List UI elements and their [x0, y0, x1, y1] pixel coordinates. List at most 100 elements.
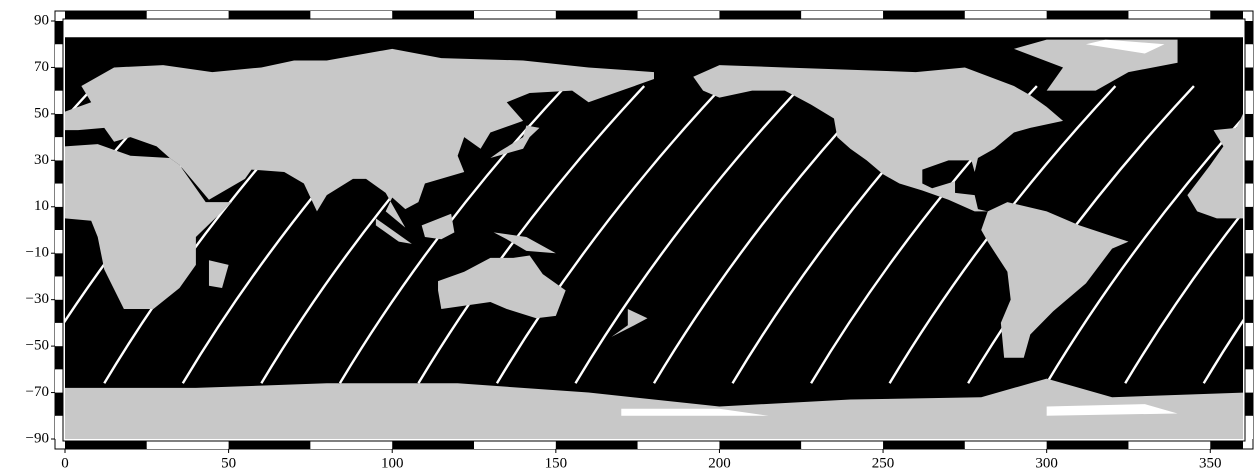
land: [1013, 39, 1178, 91]
land: [208, 260, 229, 289]
frame-checker: [1046, 11, 1129, 19]
frame-checker: [1245, 322, 1253, 347]
frame-checker: [1128, 441, 1211, 449]
frame-checker: [1210, 11, 1243, 19]
land: [981, 202, 1129, 358]
frame-checker: [1245, 392, 1253, 416]
frame-checker: [964, 441, 1047, 449]
land: [421, 213, 455, 240]
ice: [1085, 39, 1165, 54]
frame-checker: [65, 11, 147, 19]
x-tick-label: 100: [381, 455, 404, 471]
x-tick-label: 200: [708, 455, 731, 471]
frame-checker: [55, 160, 63, 184]
frame-checker: [55, 299, 63, 323]
frame-checker: [55, 253, 63, 277]
x-tick-label: 250: [872, 455, 895, 471]
swath-gap: [1124, 210, 1243, 384]
frame-checker: [55, 113, 63, 138]
frame-checker: [1245, 160, 1253, 184]
x-tick-label: 0: [61, 455, 69, 471]
swath-gap: [1202, 318, 1243, 384]
frame-checker: [55, 90, 63, 114]
y-tick-label: 10: [34, 198, 49, 214]
frame-checker: [1245, 253, 1253, 277]
frame-checker: [392, 11, 475, 19]
frame-checker: [1245, 346, 1253, 370]
frame-checker: [55, 206, 63, 230]
land: [693, 65, 1064, 212]
frame-checker: [474, 441, 556, 449]
frame-checker: [1245, 415, 1253, 439]
frame-checker: [883, 441, 965, 449]
frame-checker: [310, 441, 393, 449]
frame-checker: [719, 441, 802, 449]
land: [65, 48, 654, 228]
frame-checker: [1210, 441, 1243, 449]
frame-checker: [228, 441, 311, 449]
frame-checker: [1046, 441, 1129, 449]
frame-checker: [146, 11, 229, 19]
swath-gap: [0, 86, 16, 383]
frame-checker: [1245, 299, 1253, 323]
frame-checker: [55, 276, 63, 300]
land: [65, 144, 232, 309]
ice-shelf: [621, 408, 769, 416]
frame-checker: [392, 441, 475, 449]
frame-checker: [883, 11, 965, 19]
frame-checker: [1245, 369, 1253, 393]
y-tick-label: 90: [34, 12, 49, 28]
frame-checker: [228, 11, 311, 19]
land: [65, 378, 1243, 439]
frame: 0 50 100 150 200 250 300 350 90 70 50 30 10 −10 −30 −50…: [26, 10, 1254, 471]
frame-checker: [1245, 206, 1253, 230]
land: [1187, 113, 1243, 219]
y-tick-label: −50: [26, 338, 49, 354]
frame-checker: [719, 11, 802, 19]
land: [611, 308, 648, 337]
frame-checker: [1245, 183, 1253, 207]
frame-checker: [55, 346, 63, 370]
land: [493, 232, 556, 254]
ice-shelf: [1046, 404, 1178, 416]
frame-checker: [1245, 90, 1253, 114]
frame-checker: [55, 137, 63, 161]
frame-checker: [55, 392, 63, 416]
swath-gap: [417, 85, 646, 384]
frame-checker: [65, 441, 147, 449]
y-tick-label: 50: [34, 105, 49, 121]
frame-inner: [62, 18, 1246, 442]
frame-checker: [146, 441, 229, 449]
frame-checker: [801, 11, 884, 19]
frame-checker: [1245, 137, 1253, 161]
frame-checker: [310, 11, 393, 19]
frame-checker: [55, 44, 63, 68]
y-tick-label: 30: [34, 152, 49, 168]
frame-checker: [1245, 21, 1253, 45]
frame-checker: [55, 183, 63, 207]
x-tick-label: 50: [221, 455, 236, 471]
x-tick-label: 150: [545, 455, 568, 471]
frame-checker: [55, 369, 63, 393]
land: [490, 125, 540, 159]
x-tick-label: 350: [1199, 455, 1222, 471]
x-tick-label: 300: [1035, 455, 1058, 471]
frame-checker: [55, 322, 63, 347]
frame-checker: [474, 11, 556, 19]
y-tick-label: −30: [26, 291, 49, 307]
frame-checker: [555, 441, 638, 449]
swath-gap: [495, 85, 724, 384]
y-tick-label: −70: [26, 384, 49, 400]
frame-checker: [1128, 11, 1211, 19]
frame-checker: [637, 11, 720, 19]
frame-checker: [1245, 44, 1253, 68]
frame-checker: [55, 67, 63, 91]
y-tick-label: 70: [34, 59, 49, 75]
frame-checker: [1245, 113, 1253, 138]
land: [375, 218, 412, 244]
y-tick-label: −90: [26, 430, 49, 446]
frame-checker: [55, 415, 63, 439]
frame-checker: [801, 441, 884, 449]
land: [438, 255, 566, 319]
swath-gap: [574, 85, 803, 384]
